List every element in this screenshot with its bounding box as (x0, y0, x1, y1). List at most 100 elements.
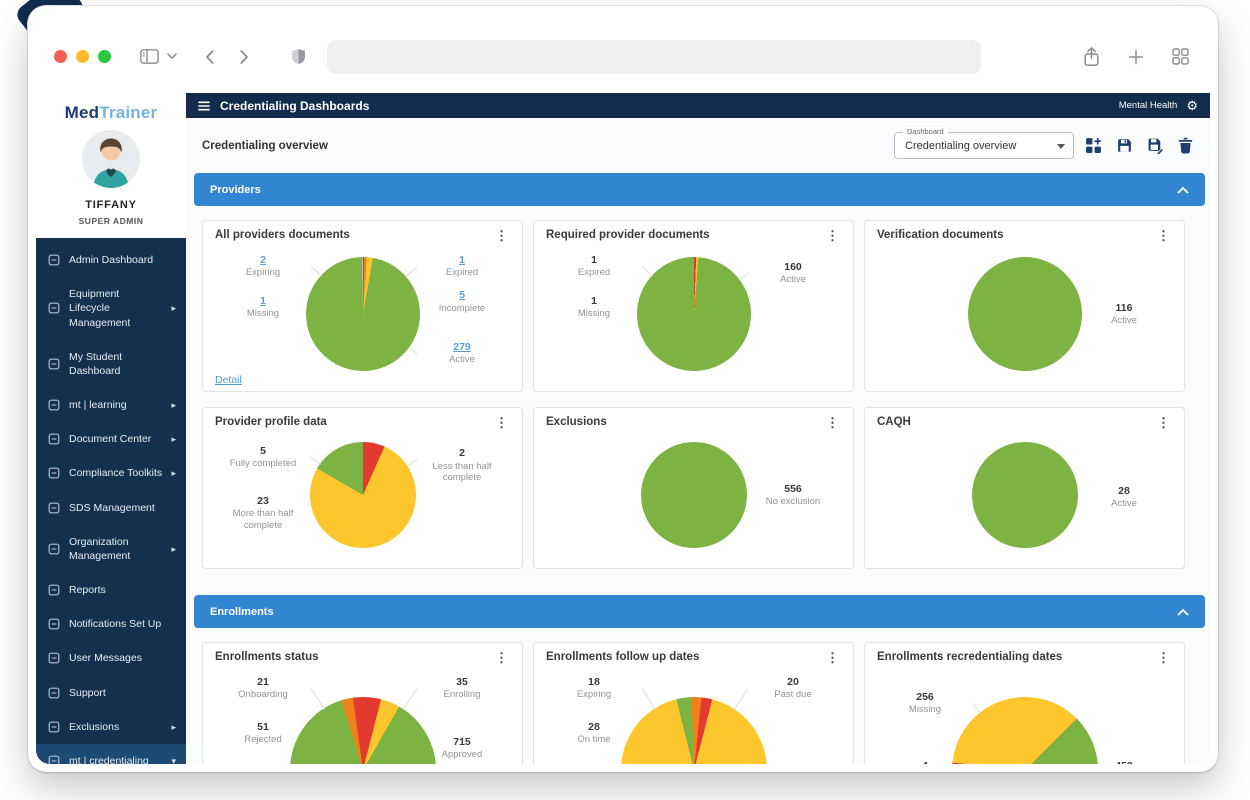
privacy-shield-icon[interactable] (288, 45, 309, 68)
sidebar-item-mt-learning[interactable]: mt | learning ▸ (36, 388, 186, 422)
callout-value[interactable]: 1 (459, 253, 465, 266)
card-exclusions: Exclusions ⋮ 556 No exclusion (533, 407, 854, 569)
pie-chart[interactable] (309, 442, 416, 548)
callout-value: 1 (591, 294, 597, 307)
pie-chart[interactable] (640, 442, 747, 548)
sidebar-toggle-icon[interactable] (137, 46, 162, 67)
section-header-enrollments[interactable]: Enrollments (194, 595, 1205, 628)
traffic-lights (54, 50, 111, 63)
card-title: Verification documents (877, 229, 1004, 241)
sidebar-item-mt-credentialing[interactable]: mt | credentialing ▾ (36, 743, 186, 764)
sidebar-item-support[interactable]: Support (36, 676, 186, 710)
pie-chart[interactable] (620, 697, 767, 764)
settings-gear-icon[interactable]: ⚙ (1186, 98, 1198, 113)
save-as-dashboard-icon[interactable] (1144, 135, 1167, 156)
kebab-menu-icon[interactable]: ⋮ (826, 415, 839, 430)
kebab-menu-icon[interactable]: ⋮ (495, 228, 508, 243)
kebab-menu-icon[interactable]: ⋮ (826, 228, 839, 243)
callout-label: Missing (246, 307, 280, 319)
kebab-menu-icon[interactable]: ⋮ (826, 650, 839, 665)
kebab-menu-icon[interactable]: ⋮ (1157, 415, 1170, 430)
chart-callout: 35 Enrolling (416, 676, 508, 701)
callout-value: 116 (1115, 302, 1133, 315)
chart-callout: 2 Expiring (217, 254, 309, 279)
card-header: CAQH ⋮ (877, 416, 1172, 436)
callout-value[interactable]: 2 (260, 253, 266, 266)
sidebar-item-label: SDS Management (69, 501, 155, 514)
detail-link[interactable]: Detail (215, 374, 242, 386)
sidebar: MedTrainer TIFFANY SUPER ADMIN (36, 93, 186, 764)
save-dashboard-icon[interactable] (1113, 135, 1136, 156)
hamburger-menu-icon[interactable] (198, 101, 210, 111)
minimize-window-button[interactable] (76, 50, 89, 63)
new-tab-icon[interactable] (1125, 46, 1147, 68)
callout-label: Incomplete (438, 302, 486, 314)
chevron-right-icon: ▸ (171, 543, 176, 554)
pie-chart[interactable] (967, 257, 1082, 371)
callout-value: 28 (1118, 485, 1130, 498)
reports-icon (48, 584, 60, 596)
card-title: Exclusions (546, 416, 607, 428)
callout-value: 4 (879, 760, 971, 764)
pie-chart-area: 556 No exclusion (546, 438, 841, 556)
callout-value: 51 (257, 721, 269, 733)
sidebar-item-sds-management[interactable]: SDS Management (36, 491, 186, 525)
chevron-right-icon: ▸ (171, 303, 176, 314)
chart-callout: 18 Expiring (548, 676, 640, 701)
delete-dashboard-icon[interactable] (1175, 135, 1196, 156)
close-window-button[interactable] (54, 50, 67, 63)
callout-label: Active (1111, 315, 1137, 327)
kebab-menu-icon[interactable]: ⋮ (495, 415, 508, 430)
add-widget-icon[interactable] (1082, 135, 1105, 156)
callout-value[interactable]: 1 (260, 294, 266, 307)
pie-chart[interactable] (636, 257, 751, 371)
chart-callout: 715 Approved (416, 736, 508, 761)
callout-value: 715 (453, 736, 471, 748)
sidebar-item-notifications-set-up[interactable]: Notifications Set Up (36, 607, 186, 641)
kebab-menu-icon[interactable]: ⋮ (495, 650, 508, 665)
sidebar-item-compliance-toolkits[interactable]: Compliance Toolkits ▸ (36, 456, 186, 490)
chevron-right-icon: ▸ (171, 721, 176, 732)
pie-chart[interactable] (951, 697, 1098, 764)
share-icon[interactable] (1080, 44, 1103, 70)
cards-row: Enrollments status ⋮ 21 Onboarding 51 Rejecte… (202, 642, 1185, 764)
chevron-down-icon[interactable] (164, 50, 180, 63)
sidebar-item-document-center[interactable]: Document Center ▸ (36, 422, 186, 456)
callout-value[interactable]: 279 (453, 340, 471, 353)
chart-callout: 21 Onboarding (217, 676, 309, 701)
sidebar-item-organization-management[interactable]: Organization Management ▸ (36, 525, 186, 573)
zoom-window-button[interactable] (98, 50, 111, 63)
cards-row: Provider profile data ⋮ 5 Fully completed 23… (202, 407, 1185, 569)
leader-line (310, 688, 325, 710)
card-title: Enrollments status (215, 651, 319, 663)
user-messages-icon (48, 652, 60, 664)
kebab-menu-icon[interactable]: ⋮ (1157, 228, 1170, 243)
sidebar-item-user-messages[interactable]: User Messages (36, 641, 186, 675)
section-enrollments: Enrollments Enrollments status ⋮ 21 Onboardi… (194, 595, 1205, 764)
callout-label: More than half complete (232, 507, 294, 531)
chart-callout: 1 Missing (217, 295, 309, 320)
chart-callout: 556 No exclusion (747, 483, 839, 508)
sidebar-item-admin-dashboard[interactable]: Admin Dashboard (36, 243, 186, 277)
tab-overview-icon[interactable] (1169, 45, 1192, 68)
pie-chart[interactable] (289, 697, 436, 764)
address-bar[interactable] (327, 39, 981, 74)
medtrainer-logo[interactable]: MedTrainer (40, 103, 182, 123)
sidebar-item-exclusions[interactable]: Exclusions ▸ (36, 710, 186, 744)
callout-label: No exclusion (765, 495, 821, 507)
pie-chart[interactable] (305, 257, 420, 371)
sidebar-item-my-student-dashboard[interactable]: My Student Dashboard (36, 340, 186, 388)
back-icon[interactable] (202, 47, 217, 67)
dashboard-select[interactable]: Dashboard Credentialing overview (894, 127, 1074, 159)
section-header-providers[interactable]: Providers (194, 173, 1205, 206)
sidebar-item-equipment-lifecycle-management[interactable]: Equipment Lifecycle Management ▸ (36, 277, 186, 340)
callout-value: 556 (784, 482, 802, 495)
pie-chart[interactable] (971, 442, 1078, 548)
callout-label: Past due (774, 689, 812, 701)
forward-icon[interactable] (237, 47, 252, 67)
sidebar-item-label: Notifications Set Up (69, 618, 162, 631)
callout-value[interactable]: 5 (459, 289, 465, 302)
sidebar-item-reports[interactable]: Reports (36, 573, 186, 607)
kebab-menu-icon[interactable]: ⋮ (1157, 650, 1170, 665)
